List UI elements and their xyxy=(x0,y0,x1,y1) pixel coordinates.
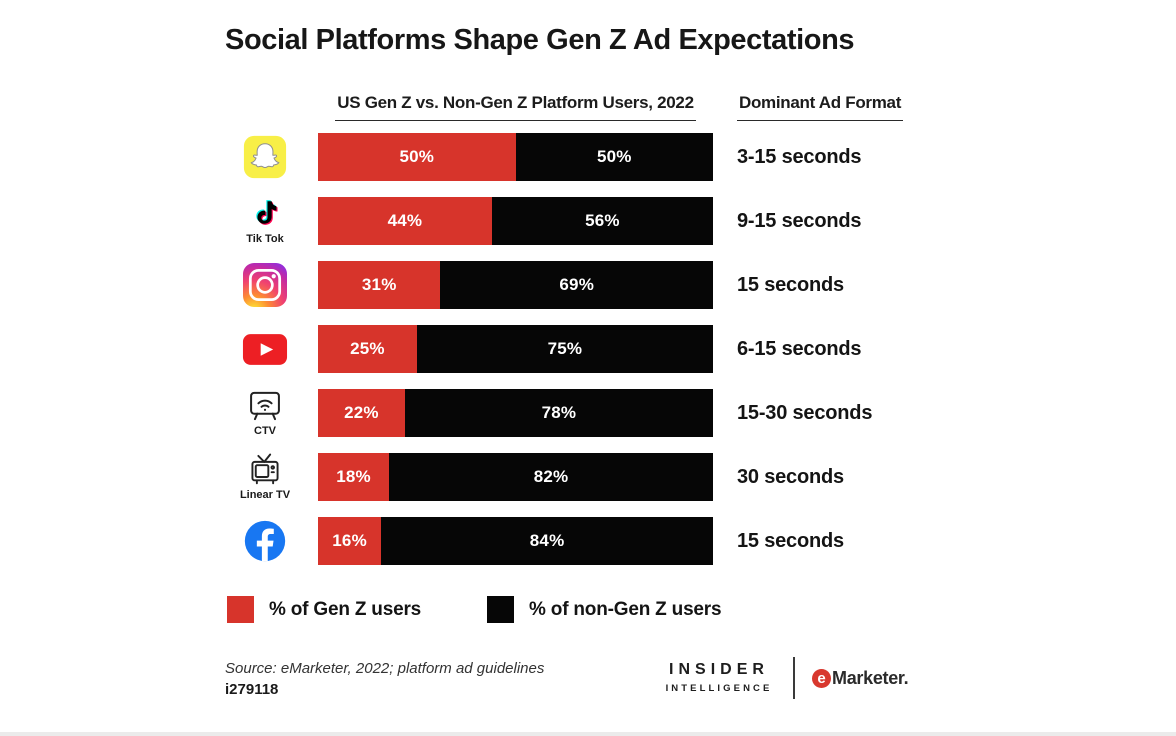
emarketer-logo: e Marketer. xyxy=(812,668,909,689)
legend-label: % of Gen Z users xyxy=(269,598,422,620)
genz-value-label: 16% xyxy=(332,531,367,550)
table-row: 16% 84% 15 seconds xyxy=(0,517,1176,565)
nongenz-value-label: 56% xyxy=(585,211,620,230)
page-title: Social Platforms Shape Gen Z Ad Expectat… xyxy=(225,24,855,56)
nongenz-segment: 78% xyxy=(404,389,713,437)
legend-swatch-genz xyxy=(227,596,254,623)
genz-value-label: 18% xyxy=(336,467,371,486)
column-header-platform-users: US Gen Z vs. Non-Gen Z Platform Users, 2… xyxy=(318,93,713,121)
ad-format-label: 3-15 seconds xyxy=(737,146,862,168)
table-row: 31% 69% 15 seconds xyxy=(0,261,1176,309)
genz-segment: 31% xyxy=(318,261,441,309)
nongenz-segment: 69% xyxy=(440,261,713,309)
nongenz-value-label: 75% xyxy=(547,339,583,358)
ad-format-label: 6-15 seconds xyxy=(737,338,862,360)
genz-segment: 25% xyxy=(318,325,417,373)
column-header-ad-format: Dominant Ad Format xyxy=(737,93,904,121)
icon-caption: Linear TV xyxy=(239,489,291,501)
footer-source-block: Source: eMarketer, 2022; platform ad gui… xyxy=(225,660,544,698)
genz-segment: 22% xyxy=(318,389,405,437)
stacked-bar: 44% 56% xyxy=(318,197,713,245)
table-row: 50% 50% 3-15 seconds xyxy=(0,133,1176,181)
linear-tv-icon: Linear TV xyxy=(225,453,305,501)
legend-label: % of non-Gen Z users xyxy=(529,598,722,620)
icon-caption: Tik Tok xyxy=(246,233,284,245)
snapchat-icon xyxy=(225,133,305,181)
instagram-icon xyxy=(225,261,305,309)
nongenz-value-label: 82% xyxy=(533,467,569,486)
stacked-bar: 18% 82% xyxy=(318,453,713,501)
ad-format-label: 30 seconds xyxy=(737,466,844,488)
stacked-bar: 25% 75% xyxy=(318,325,713,373)
ctv-icon: CTV xyxy=(225,389,305,437)
ad-format-label: 15 seconds xyxy=(737,274,844,296)
genz-value-label: 31% xyxy=(361,275,397,294)
legend-item-genz: % of Gen Z users xyxy=(227,596,421,623)
legend-swatch-nongenz xyxy=(487,596,515,623)
genz-segment: 18% xyxy=(318,453,390,501)
table-row: CTV 22% 78% 15-30 seconds xyxy=(0,389,1176,437)
legend: % of Gen Z users % of non-Gen Z users xyxy=(227,596,722,623)
legend-item-nongenz: % of non-Gen Z users xyxy=(487,596,722,623)
facebook-icon xyxy=(225,517,305,565)
stacked-bar: 22% 78% xyxy=(318,389,713,437)
nongenz-value-label: 84% xyxy=(529,531,565,550)
genz-value-label: 25% xyxy=(350,339,385,358)
chart-id: i279118 xyxy=(225,681,279,698)
nongenz-segment: 84% xyxy=(381,517,713,565)
nongenz-value-label: 50% xyxy=(596,147,632,166)
stacked-bar: 50% 50% xyxy=(318,133,713,181)
nongenz-segment: 50% xyxy=(515,133,713,181)
ad-format-label: 15 seconds xyxy=(737,530,844,552)
genz-value-label: 50% xyxy=(399,147,435,166)
genz-segment: 16% xyxy=(318,517,382,565)
insider-intelligence-logo: INSIDER INTELLIGENCE xyxy=(665,661,773,694)
nongenz-value-label: 78% xyxy=(541,403,577,422)
nongenz-segment: 75% xyxy=(416,325,713,373)
ad-format-label: 15-30 seconds xyxy=(737,402,873,424)
genz-segment: 50% xyxy=(318,133,516,181)
tiktok-icon: Tik Tok xyxy=(225,197,305,245)
nongenz-value-label: 69% xyxy=(559,275,595,294)
stacked-bar: 31% 69% xyxy=(318,261,713,309)
youtube-icon xyxy=(225,325,305,373)
source-note: Source: eMarketer, 2022; platform ad gui… xyxy=(225,660,545,677)
table-row: 25% 75% 6-15 seconds xyxy=(0,325,1176,373)
emarketer-e-icon: e xyxy=(812,669,831,688)
genz-value-label: 22% xyxy=(344,403,379,422)
stacked-bar: 16% 84% xyxy=(318,517,713,565)
table-row: Linear TV 18% 82% 30 seconds xyxy=(0,453,1176,501)
ad-format-label: 9-15 seconds xyxy=(737,210,862,232)
icon-caption: CTV xyxy=(254,425,276,437)
genz-segment: 44% xyxy=(318,197,492,245)
table-row: Tik Tok 44% 56% 9-15 seconds xyxy=(0,197,1176,245)
genz-value-label: 44% xyxy=(387,211,423,230)
logo-divider xyxy=(793,657,795,699)
bottom-edge-strip xyxy=(0,732,1176,736)
nongenz-segment: 56% xyxy=(491,197,713,245)
nongenz-segment: 82% xyxy=(389,453,713,501)
